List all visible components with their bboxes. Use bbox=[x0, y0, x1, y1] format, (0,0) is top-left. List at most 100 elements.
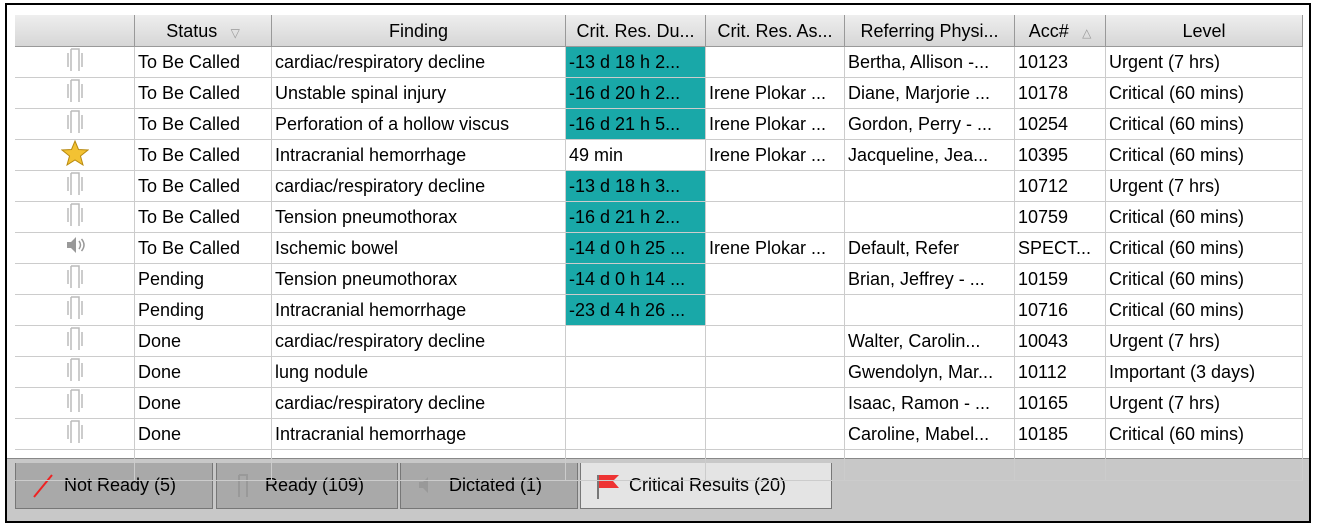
table-cell[interactable] bbox=[706, 202, 845, 233]
table-cell[interactable]: 10716 bbox=[1015, 295, 1106, 326]
table-cell[interactable]: SPECT... bbox=[1015, 233, 1106, 264]
table-cell[interactable]: Done bbox=[135, 326, 272, 357]
table-cell[interactable]: Jacqueline, Jea... bbox=[845, 140, 1015, 171]
column-header[interactable]: Crit. Res. Du... bbox=[566, 15, 706, 47]
table-cell[interactable]: Perforation of a hollow viscus bbox=[272, 109, 566, 140]
table-cell[interactable]: Gwendolyn, Mar... bbox=[845, 357, 1015, 388]
table-cell[interactable]: -16 d 21 h 5... bbox=[566, 109, 706, 140]
table-cell[interactable]: Important (3 days) bbox=[1106, 357, 1303, 388]
table-cell[interactable]: Gordon, Perry - ... bbox=[845, 109, 1015, 140]
table-cell[interactable]: 10165 bbox=[1015, 388, 1106, 419]
table-cell[interactable]: 10123 bbox=[1015, 47, 1106, 78]
table-cell[interactable]: To Be Called bbox=[135, 47, 272, 78]
table-cell[interactable] bbox=[706, 47, 845, 78]
table-cell[interactable]: -13 d 18 h 2... bbox=[566, 47, 706, 78]
table-cell[interactable] bbox=[706, 357, 845, 388]
table-cell[interactable]: lung nodule bbox=[272, 357, 566, 388]
table-cell[interactable] bbox=[566, 388, 706, 419]
table-cell[interactable]: Isaac, Ramon - ... bbox=[845, 388, 1015, 419]
tab[interactable]: Not Ready (5) bbox=[15, 463, 213, 509]
table-cell[interactable]: 10185 bbox=[1015, 419, 1106, 450]
table-cell[interactable]: Diane, Marjorie ... bbox=[845, 78, 1015, 109]
table-cell[interactable]: 10395 bbox=[1015, 140, 1106, 171]
table-cell[interactable]: Critical (60 mins) bbox=[1106, 233, 1303, 264]
table-cell[interactable] bbox=[845, 202, 1015, 233]
table-cell[interactable]: Default, Refer bbox=[845, 233, 1015, 264]
table-cell[interactable]: cardiac/respiratory decline bbox=[272, 171, 566, 202]
table-cell[interactable]: Intracranial hemorrhage bbox=[272, 140, 566, 171]
table-cell[interactable] bbox=[566, 326, 706, 357]
column-header[interactable]: Referring Physi... bbox=[845, 15, 1015, 47]
table-cell[interactable] bbox=[706, 295, 845, 326]
table-cell[interactable] bbox=[845, 295, 1015, 326]
table-cell[interactable]: 49 min bbox=[566, 140, 706, 171]
table-cell[interactable]: 10254 bbox=[1015, 109, 1106, 140]
table-cell[interactable]: -23 d 4 h 26 ... bbox=[566, 295, 706, 326]
table-cell[interactable]: cardiac/respiratory decline bbox=[272, 326, 566, 357]
table-cell[interactable]: Urgent (7 hrs) bbox=[1106, 171, 1303, 202]
column-header[interactable]: Level bbox=[1106, 15, 1303, 47]
table-cell[interactable]: Urgent (7 hrs) bbox=[1106, 326, 1303, 357]
table-cell[interactable]: Pending bbox=[135, 295, 272, 326]
table-cell[interactable]: Bertha, Allison -... bbox=[845, 47, 1015, 78]
table-cell[interactable]: 10159 bbox=[1015, 264, 1106, 295]
table-cell[interactable] bbox=[706, 388, 845, 419]
table-cell[interactable]: -16 d 20 h 2... bbox=[566, 78, 706, 109]
table-cell[interactable]: Urgent (7 hrs) bbox=[1106, 388, 1303, 419]
table-cell[interactable]: Intracranial hemorrhage bbox=[272, 419, 566, 450]
table-cell[interactable]: Critical (60 mins) bbox=[1106, 202, 1303, 233]
table-cell[interactable]: -13 d 18 h 3... bbox=[566, 171, 706, 202]
table-cell[interactable]: Critical (60 mins) bbox=[1106, 264, 1303, 295]
table-cell[interactable]: cardiac/respiratory decline bbox=[272, 388, 566, 419]
table-cell[interactable]: Tension pneumothorax bbox=[272, 264, 566, 295]
column-header[interactable]: Finding bbox=[272, 15, 566, 47]
table-cell[interactable]: 10043 bbox=[1015, 326, 1106, 357]
table-cell[interactable] bbox=[706, 419, 845, 450]
table-cell[interactable]: Caroline, Mabel... bbox=[845, 419, 1015, 450]
table-cell[interactable] bbox=[566, 357, 706, 388]
table-cell[interactable] bbox=[845, 171, 1015, 202]
table-cell[interactable]: Intracranial hemorrhage bbox=[272, 295, 566, 326]
column-header[interactable]: Status ▽ bbox=[135, 15, 272, 47]
table-cell[interactable] bbox=[706, 171, 845, 202]
table-cell[interactable]: 10178 bbox=[1015, 78, 1106, 109]
column-header[interactable]: Crit. Res. As... bbox=[706, 15, 845, 47]
table-cell[interactable]: Irene Plokar ... bbox=[706, 233, 845, 264]
table-cell[interactable]: -14 d 0 h 25 ... bbox=[566, 233, 706, 264]
table-cell[interactable]: Brian, Jeffrey - ... bbox=[845, 264, 1015, 295]
table-cell[interactable]: Done bbox=[135, 388, 272, 419]
table-cell[interactable]: To Be Called bbox=[135, 78, 272, 109]
table-cell[interactable]: Critical (60 mins) bbox=[1106, 295, 1303, 326]
table-cell[interactable]: Done bbox=[135, 357, 272, 388]
table-cell[interactable]: 10112 bbox=[1015, 357, 1106, 388]
table-cell[interactable]: Irene Plokar ... bbox=[706, 78, 845, 109]
table-cell[interactable]: -14 d 0 h 14 ... bbox=[566, 264, 706, 295]
table-cell[interactable]: Irene Plokar ... bbox=[706, 109, 845, 140]
table-cell[interactable]: Critical (60 mins) bbox=[1106, 140, 1303, 171]
table-cell[interactable] bbox=[706, 326, 845, 357]
table-cell[interactable] bbox=[566, 419, 706, 450]
table-cell[interactable]: Pending bbox=[135, 264, 272, 295]
table-cell[interactable]: To Be Called bbox=[135, 202, 272, 233]
table-cell[interactable]: 10712 bbox=[1015, 171, 1106, 202]
table-cell[interactable]: Ischemic bowel bbox=[272, 233, 566, 264]
table-cell[interactable]: -16 d 21 h 2... bbox=[566, 202, 706, 233]
table-cell[interactable]: Walter, Carolin... bbox=[845, 326, 1015, 357]
table-cell[interactable]: Urgent (7 hrs) bbox=[1106, 47, 1303, 78]
table-cell[interactable]: Critical (60 mins) bbox=[1106, 109, 1303, 140]
table-cell[interactable]: Done bbox=[135, 419, 272, 450]
table-cell[interactable] bbox=[706, 264, 845, 295]
table-cell[interactable]: cardiac/respiratory decline bbox=[272, 47, 566, 78]
table-cell[interactable]: Unstable spinal injury bbox=[272, 78, 566, 109]
table-cell[interactable]: To Be Called bbox=[135, 171, 272, 202]
table-cell[interactable]: 10759 bbox=[1015, 202, 1106, 233]
table-cell[interactable]: To Be Called bbox=[135, 233, 272, 264]
column-header[interactable]: Acc# △ bbox=[1015, 15, 1106, 47]
table-cell[interactable]: Irene Plokar ... bbox=[706, 140, 845, 171]
table-cell[interactable]: To Be Called bbox=[135, 109, 272, 140]
table-cell[interactable]: Tension pneumothorax bbox=[272, 202, 566, 233]
table-cell[interactable]: Critical (60 mins) bbox=[1106, 419, 1303, 450]
table-cell[interactable]: Critical (60 mins) bbox=[1106, 78, 1303, 109]
table-cell[interactable]: To Be Called bbox=[135, 140, 272, 171]
tab[interactable]: Critical Results (20) bbox=[580, 463, 832, 509]
